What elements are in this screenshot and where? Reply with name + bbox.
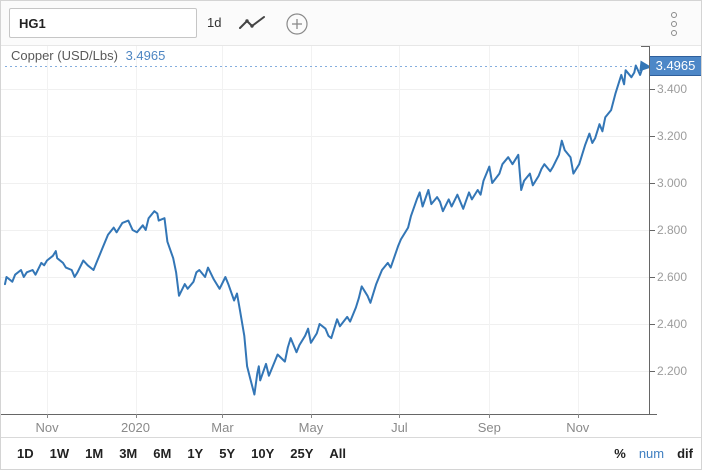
- axis-tick-marks: [47, 89, 655, 418]
- symbol-input[interactable]: [9, 8, 197, 38]
- y-axis-tick-label: 3.200: [657, 129, 688, 143]
- mode-button-group: % num dif: [614, 446, 693, 461]
- add-series-icon[interactable]: [285, 12, 309, 41]
- range-button-all[interactable]: All: [329, 446, 347, 461]
- range-button-25y[interactable]: 25Y: [290, 446, 314, 461]
- range-button-1d[interactable]: 1D: [17, 446, 34, 461]
- price-line: [4, 64, 644, 396]
- y-axis-tick-label: 3.400: [657, 82, 688, 96]
- legend-value: 3.4965: [125, 48, 166, 63]
- current-price-badge: 3.4965: [650, 56, 701, 76]
- x-axis-tick-label: 2020: [121, 420, 150, 435]
- range-button-10y[interactable]: 10Y: [251, 446, 275, 461]
- range-button-1w[interactable]: 1W: [49, 446, 70, 461]
- x-axis-tick-label: Nov: [566, 420, 590, 435]
- chart-type-icon[interactable]: [237, 14, 269, 39]
- range-button-3m[interactable]: 3M: [119, 446, 138, 461]
- interval-selector[interactable]: 1d: [207, 15, 222, 30]
- x-axis-tick-label: Mar: [211, 420, 234, 435]
- y-axis-tick-label: 3.000: [657, 176, 688, 190]
- range-button-group: 1D 1W 1M 3M 6M 1Y 5Y 10Y 25Y All: [17, 446, 346, 461]
- line-end-arrow-icon: [639, 60, 652, 72]
- vertical-gridlines: [47, 46, 579, 414]
- y-axis-tick-label: 2.800: [657, 223, 688, 237]
- mode-button-dif[interactable]: dif: [677, 446, 693, 461]
- mode-button-pct[interactable]: %: [614, 446, 626, 461]
- range-button-5y[interactable]: 5Y: [219, 446, 236, 461]
- horizontal-gridlines: [1, 89, 649, 372]
- range-button-1m[interactable]: 1M: [85, 446, 104, 461]
- x-axis-tick-label: Sep: [477, 420, 501, 435]
- legend-label: Copper (USD/Lbs): [11, 48, 118, 63]
- x-axis-tick-label: Jul: [391, 420, 408, 435]
- range-button-1y[interactable]: 1Y: [187, 446, 204, 461]
- y-axis-tick-label: 2.400: [657, 317, 688, 331]
- range-button-6m[interactable]: 6M: [153, 446, 172, 461]
- kebab-menu-icon[interactable]: [671, 12, 677, 40]
- y-axis-tick-label: 2.600: [657, 270, 688, 284]
- price-chart[interactable]: [1, 46, 661, 420]
- top-toolbar: 1d: [1, 1, 701, 46]
- y-axis-tick-label: 2.200: [657, 364, 688, 378]
- legend: Copper (USD/Lbs) 3.4965: [11, 48, 165, 63]
- bottom-toolbar: 1D 1W 1M 3M 6M 1Y 5Y 10Y 25Y All % num dif: [1, 437, 701, 469]
- x-axis-tick-label: Nov: [35, 420, 59, 435]
- x-axis-tick-label: May: [298, 420, 324, 435]
- mode-button-num[interactable]: num: [638, 446, 665, 461]
